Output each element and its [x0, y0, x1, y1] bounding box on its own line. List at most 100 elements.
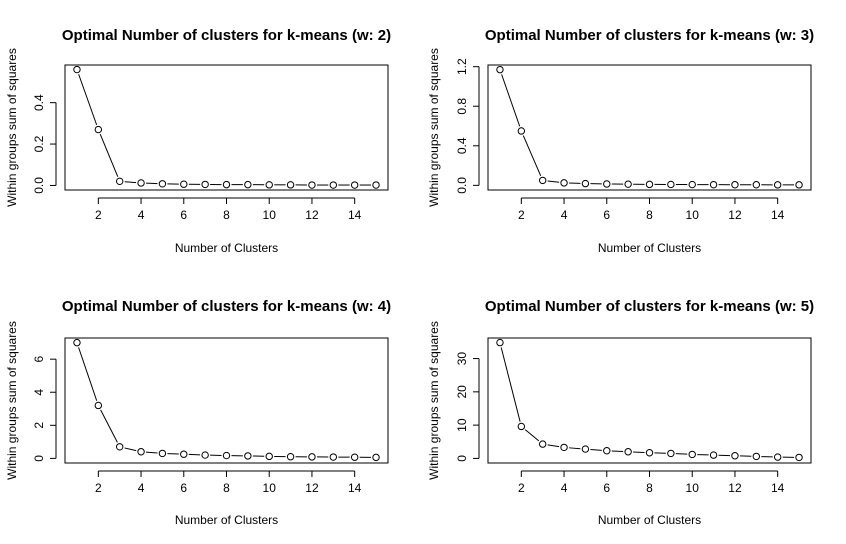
y-tick-label: 0.0 — [32, 177, 46, 194]
series-segment — [124, 447, 137, 452]
y-tick-label: 0 — [455, 455, 469, 462]
data-point — [244, 452, 252, 460]
x-tick-label: 12 — [305, 481, 319, 495]
x-tick-label: 2 — [518, 208, 525, 222]
series-segment — [524, 429, 540, 442]
data-point — [538, 176, 547, 185]
data-point — [624, 180, 632, 188]
x-axis-label: Number of Clusters — [175, 513, 278, 527]
data-point — [308, 181, 316, 189]
x-tick-label: 6 — [603, 481, 610, 495]
y-tick-label: 0.4 — [32, 94, 46, 111]
x-tick-label: 6 — [603, 208, 610, 222]
x-tick-label: 8 — [646, 208, 653, 222]
x-axis: 2 4 6 8 10 12 14 — [518, 197, 785, 222]
x-axis: 2 4 6 8 10 12 14 — [95, 197, 362, 222]
x-axis-label: Number of Clusters — [175, 241, 278, 255]
y-tick-label: 0 — [32, 455, 46, 462]
x-tick-label: 10 — [686, 208, 700, 222]
y-tick-label: 4 — [32, 389, 46, 396]
data-point — [350, 181, 359, 189]
series-segment — [568, 447, 581, 450]
data-point — [773, 181, 782, 189]
x-tick-label: 8 — [223, 208, 230, 222]
data-point — [560, 179, 568, 187]
data-point — [731, 452, 739, 460]
data-point — [137, 179, 145, 187]
data-point — [265, 452, 273, 461]
x-tick-label: 14 — [771, 481, 785, 495]
data-point — [496, 65, 504, 74]
y-tick-label: 1.2 — [455, 58, 469, 75]
x-tick-label: 10 — [686, 481, 700, 495]
x-tick-label: 6 — [180, 208, 187, 222]
data-point — [73, 65, 81, 74]
x-tick-label: 14 — [771, 208, 785, 222]
chart-title: Optimal Number of clusters for k-means (… — [62, 27, 391, 44]
data-point — [372, 181, 380, 189]
data-point — [158, 449, 167, 458]
data-point — [115, 177, 124, 186]
y-axis: 0 10 20 30 — [455, 352, 480, 462]
y-tick-label: 0.2 — [32, 135, 46, 152]
y-axis-label: Within groups sum of squares — [427, 48, 441, 207]
data-point — [645, 449, 654, 457]
plot-frame — [64, 64, 389, 191]
x-tick-label: 10 — [263, 208, 277, 222]
data-point — [645, 180, 654, 189]
data-point — [667, 449, 675, 458]
chart-panel-4: Optimal Number of clusters for k-means (… — [427, 298, 814, 527]
x-tick-label: 12 — [305, 208, 319, 222]
series-segment — [675, 453, 688, 455]
data-series — [73, 338, 380, 462]
data-point — [624, 448, 632, 456]
data-point — [538, 440, 547, 448]
y-axis-label: Within groups sum of squares — [5, 48, 19, 207]
data-point — [350, 453, 359, 461]
data-point — [222, 451, 231, 460]
y-tick-label: 0.8 — [455, 98, 469, 115]
data-point — [709, 180, 718, 189]
data-point — [180, 450, 188, 458]
x-tick-label: 14 — [348, 208, 362, 222]
data-point — [329, 181, 338, 189]
chart-title: Optimal Number of clusters for k-means (… — [485, 298, 814, 315]
data-series — [73, 65, 380, 189]
chart-panel-2: Optimal Number of clusters for k-means (… — [427, 27, 814, 255]
data-point — [581, 445, 590, 453]
series-segment — [99, 134, 119, 177]
chart-title: Optimal Number of clusters for k-means (… — [485, 27, 814, 44]
series-segment — [547, 180, 560, 183]
data-point — [286, 181, 295, 189]
y-tick-label: 0.0 — [455, 177, 469, 194]
x-tick-label: 4 — [138, 208, 145, 222]
series-segment — [78, 74, 98, 126]
series-segment — [611, 450, 624, 453]
data-point — [73, 338, 81, 347]
chart-panel-3: Optimal Number of clusters for k-means (… — [5, 298, 391, 527]
x-axis-label: Number of Clusters — [598, 241, 701, 255]
x-tick-label: 10 — [263, 481, 277, 495]
data-point — [286, 453, 295, 461]
series-segment — [547, 444, 560, 448]
x-tick-label: 4 — [561, 481, 568, 495]
data-point — [496, 338, 504, 347]
data-point — [752, 181, 761, 189]
y-tick-label: 30 — [455, 352, 469, 366]
data-point — [180, 180, 188, 188]
x-tick-label: 12 — [728, 481, 742, 495]
x-tick-label: 4 — [561, 208, 568, 222]
data-point — [94, 401, 103, 410]
data-point — [329, 453, 338, 461]
data-point — [517, 127, 526, 135]
plot-frame — [487, 64, 812, 191]
data-point — [517, 422, 526, 431]
plot-frame — [64, 337, 389, 464]
data-point — [688, 450, 696, 459]
x-tick-label: 12 — [728, 208, 742, 222]
series-segment — [590, 448, 602, 451]
series-segment — [522, 135, 542, 177]
series-segment — [633, 451, 645, 454]
data-point — [603, 180, 611, 188]
